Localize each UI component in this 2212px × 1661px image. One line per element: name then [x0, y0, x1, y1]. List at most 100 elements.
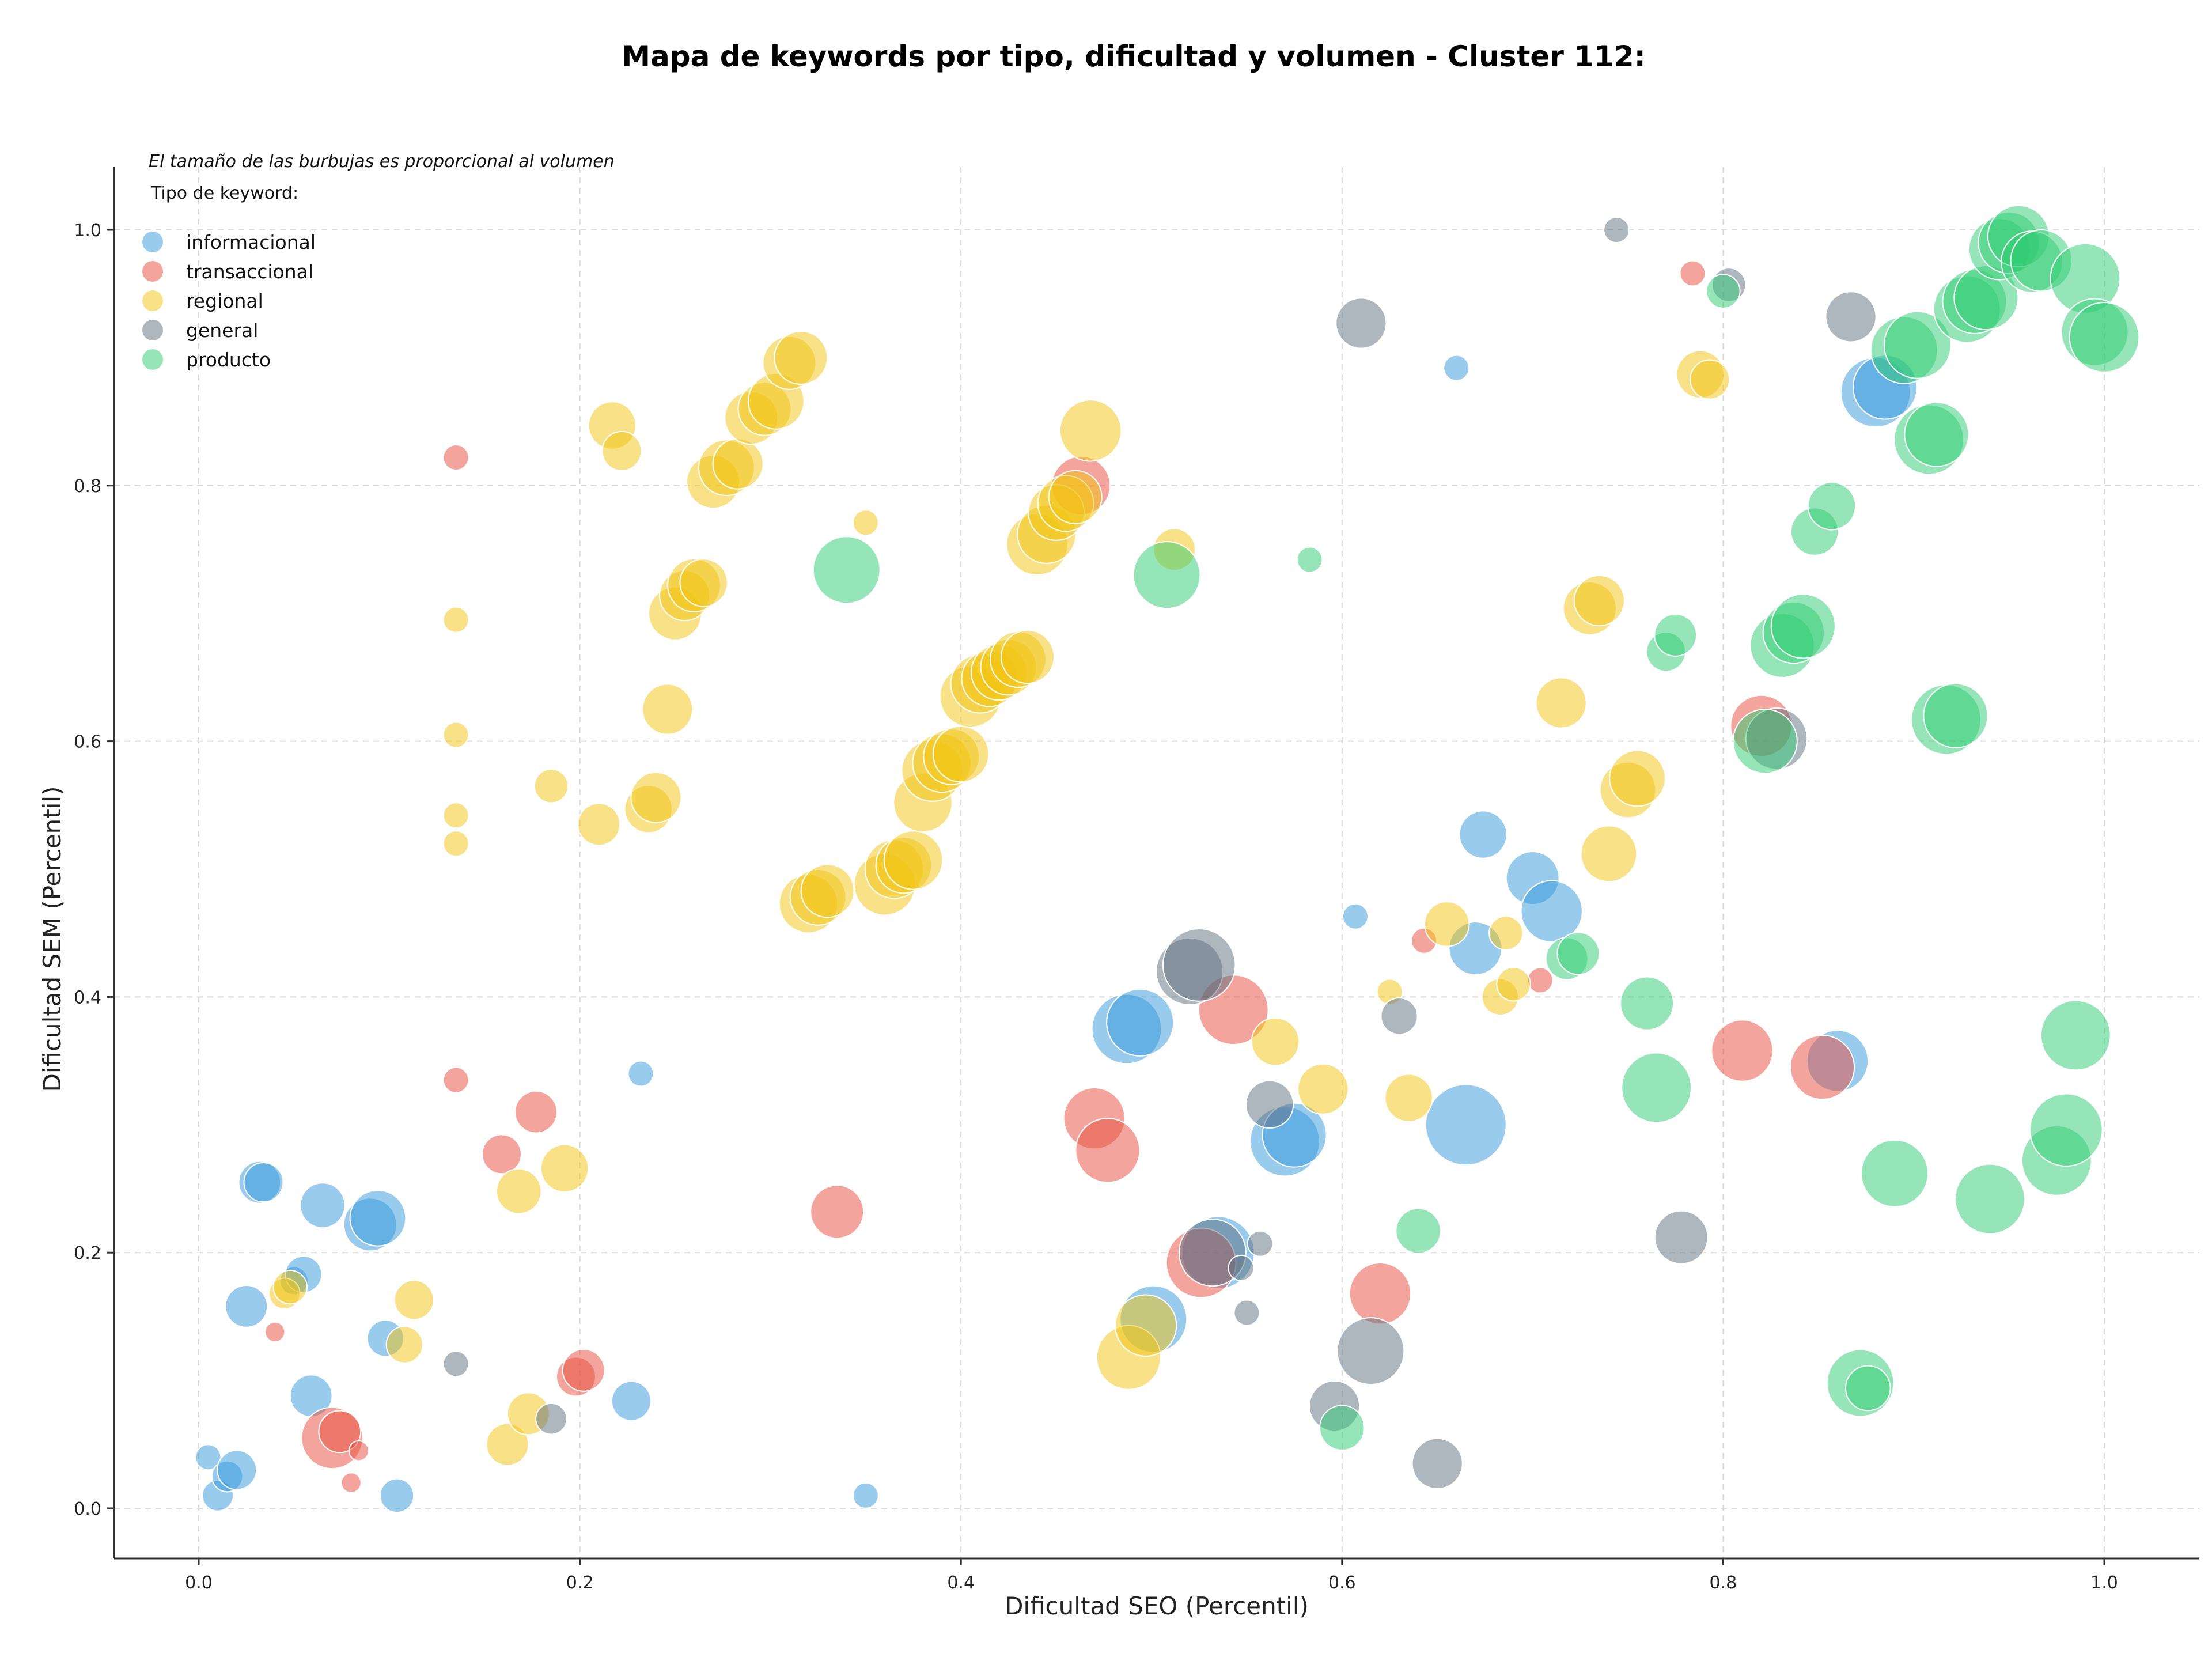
bubble-producto-12 [1732, 709, 1798, 774]
axes [107, 167, 2199, 1565]
legend-marker-informacional [142, 232, 163, 252]
bubble-regional-12 [540, 1144, 589, 1193]
bubble-general-12 [1380, 997, 1418, 1035]
bubble-regional-63 [1384, 1073, 1433, 1122]
legend-marker-regional [142, 290, 163, 311]
y-axis-label: Dificultad SEM (Percentil) [38, 786, 66, 1092]
bubble-informacional-25 [1443, 354, 1470, 381]
bubble-producto-2 [1296, 546, 1323, 573]
bubble-regional-2 [385, 1326, 423, 1364]
bubble-regional-70 [1573, 574, 1625, 627]
bubble-general-7 [1247, 1230, 1274, 1257]
bubble-regional-18 [642, 683, 694, 735]
x-axis-label: Dificultad SEO (Percentil) [1005, 1592, 1309, 1620]
bubble-informacional-14 [379, 1478, 415, 1514]
bubble-transaccional-19 [1527, 967, 1554, 994]
bubble-transaccional-8 [514, 1090, 558, 1134]
bubble-producto-20 [1861, 1139, 1929, 1208]
bubble-producto-37 [2029, 1093, 2103, 1167]
bubble-transaccional-3 [340, 1472, 362, 1493]
bubble-regional-30 [774, 330, 828, 385]
bubble-informacional-19 [1106, 988, 1175, 1057]
y-tick-label-3: 0.6 [74, 732, 101, 752]
y-tick-label-2: 0.4 [74, 987, 101, 1008]
chart-title: Mapa de keywords por tipo, dificultad y … [622, 40, 1645, 73]
bubble-general-11 [1336, 1317, 1405, 1386]
bubble-regional-7 [442, 830, 469, 857]
bubble-general-0 [442, 1350, 469, 1378]
bubble-regional-61 [1297, 1063, 1349, 1115]
bubble-producto-22 [1883, 311, 1952, 379]
bubble-regional-50 [1000, 630, 1055, 684]
bubble-transaccional-2 [318, 1410, 362, 1454]
bubble-informacional-3 [217, 1450, 257, 1490]
bubble-general-1 [535, 1402, 567, 1435]
legend-label-informacional: informacional [186, 231, 316, 253]
bubble-general-10 [1335, 297, 1387, 349]
legend-marker-general [142, 320, 163, 340]
bubble-informacional-30 [1520, 880, 1583, 943]
bubble-producto-10 [1654, 614, 1698, 657]
bubble-regional-11 [533, 769, 569, 804]
bubble-transaccional-0 [264, 1321, 286, 1342]
bubble-producto-1 [1132, 541, 1201, 610]
bubble-regional-67 [1496, 967, 1531, 1002]
y-tick-label-5: 1.0 [74, 221, 101, 241]
bubble-informacional-0 [195, 1444, 222, 1471]
bubble-regional-38 [883, 830, 944, 890]
bubble-transaccional-22 [1789, 1034, 1855, 1100]
legend-marker-producto [142, 349, 163, 370]
bubble-producto-24 [1904, 402, 1969, 467]
bubble-producto-41 [2069, 301, 2140, 373]
bubble-regional-25 [712, 438, 764, 490]
x-tick-label-4: 0.8 [1710, 1573, 1737, 1593]
bubble-informacional-10 [300, 1182, 346, 1228]
bubble-regional-75 [1690, 359, 1730, 400]
bubble-regional-9 [495, 1168, 542, 1214]
bubble-general-18 [1825, 291, 1877, 343]
legend: informacional transaccional regional genera… [142, 231, 316, 371]
bubble-informacional-15 [611, 1380, 652, 1421]
bubble-transaccional-7 [481, 1134, 522, 1175]
bubble-general-15 [1654, 1210, 1709, 1265]
bubble-producto-8 [1621, 1052, 1692, 1123]
bubble-regional-17 [630, 771, 682, 823]
legend-label-producto: producto [186, 349, 271, 371]
y-tick-label-0: 0.0 [74, 1499, 101, 1519]
bubble-informacional-12 [349, 1189, 407, 1247]
bubble-regional-56 [1059, 399, 1122, 462]
bubble-regional-6 [442, 802, 469, 829]
x-tick-label-1: 0.2 [566, 1573, 594, 1593]
legend-title: Tipo de keyword: [150, 183, 298, 203]
bubble-producto-0 [812, 536, 881, 604]
bubble-general-5 [1228, 1254, 1255, 1281]
bubble-transaccional-13 [1075, 1118, 1141, 1183]
tick-labels: 0.0 0.2 0.4 0.6 0.8 1.0 0.0 0.2 0.4 0.6 0.8 1.0 [74, 221, 2118, 1593]
legend-label-transaccional: transaccional [186, 260, 313, 283]
x-tick-label-3: 0.6 [1328, 1573, 1356, 1593]
bubble-regional-58 [1114, 1294, 1177, 1357]
bubble-regional-55 [1048, 470, 1103, 524]
bubble-regional-1 [272, 1269, 308, 1305]
bubble-producto-11 [1706, 274, 1741, 309]
legend-marker-transaccional [142, 261, 163, 282]
bubble-producto-19 [1845, 1365, 1891, 1412]
bubble-producto-6 [1556, 932, 1600, 975]
bubble-regional-4 [442, 606, 469, 633]
bubble-producto-3 [1319, 1405, 1365, 1451]
bubble-general-14 [1603, 217, 1630, 243]
bubble-producto-4 [1395, 1208, 1441, 1254]
legend-label-general: general [186, 319, 258, 342]
bubble-producto-26 [1923, 683, 1988, 748]
bubble-producto-17 [1807, 482, 1857, 531]
bubble-regional-71 [1580, 825, 1638, 883]
bubble-general-6 [1233, 1299, 1260, 1326]
bubble-regional-13 [577, 803, 621, 846]
bubble-informacional-16 [627, 1060, 654, 1087]
bubble-transaccional-10 [562, 1348, 605, 1392]
bubble-regional-68 [1535, 677, 1587, 729]
bubble-transaccional-4 [348, 1440, 370, 1462]
bubble-regional-15 [601, 430, 642, 471]
bubble-regional-33 [800, 864, 855, 918]
